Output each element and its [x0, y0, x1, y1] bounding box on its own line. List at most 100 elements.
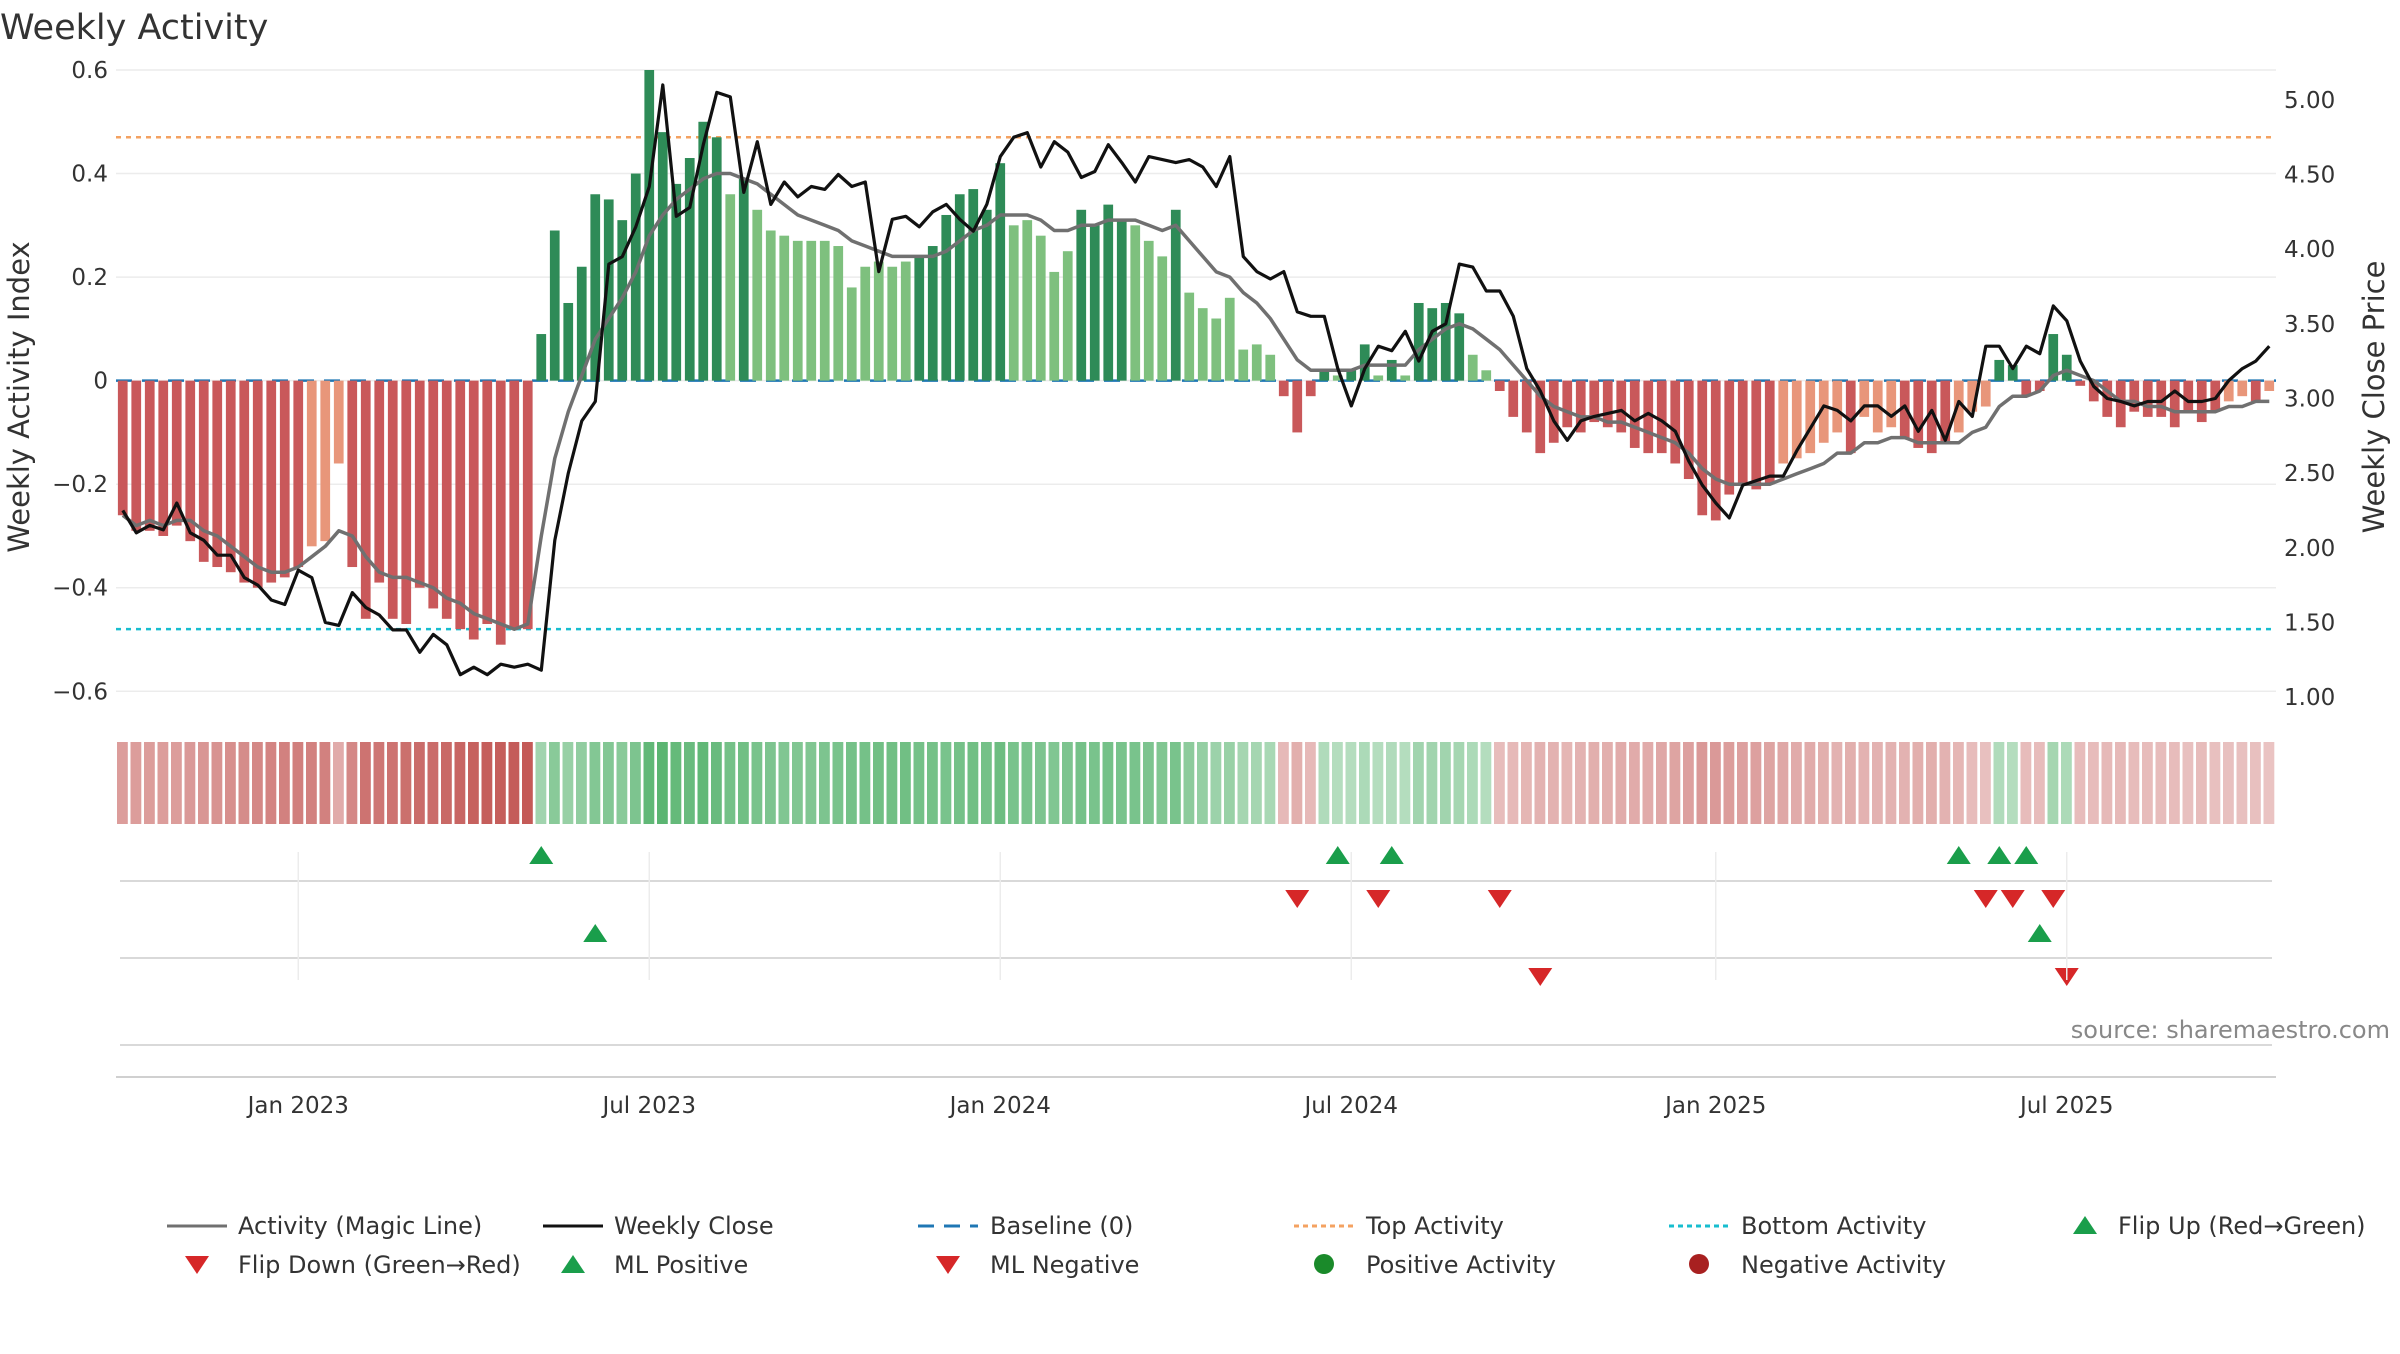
heat-strip-cell [333, 742, 344, 824]
heat-strip-cell [1089, 742, 1100, 824]
x-tick-label: Jan 2023 [246, 1093, 349, 1119]
activity-bar [900, 261, 911, 381]
heat-strip-cell [1642, 742, 1654, 824]
heat-strip-cell [1831, 742, 1843, 824]
heat-strip-cell [1278, 742, 1289, 824]
activity-bar [846, 287, 857, 381]
y-tick-right: 2.00 [2284, 536, 2335, 562]
heat-strip-cell [1453, 742, 1465, 824]
heat-strip-cell [238, 742, 250, 824]
activity-bar [522, 380, 533, 630]
activity-bar [657, 132, 668, 381]
heat-strip-cell [819, 742, 830, 824]
legend-label-negative-activity: Negative Activity [1741, 1251, 1946, 1279]
heat-strip-cell [886, 742, 898, 824]
heat-strip-cell [1399, 742, 1411, 824]
activity-bar [1562, 380, 1573, 428]
heat-strip-cell [414, 742, 425, 824]
heat-strip-cell [1993, 742, 2005, 824]
activity-bar [293, 380, 304, 568]
y-tick-right: 5.00 [2284, 88, 2335, 114]
heat-strip-cell [117, 742, 128, 824]
activity-bar [981, 209, 992, 381]
activity-bar [1386, 359, 1397, 381]
x-tick-label: Jan 2024 [948, 1093, 1051, 1119]
heat-strip-cell [1804, 742, 1816, 824]
heat-strip-cell [2007, 742, 2018, 824]
activity-bar [887, 266, 898, 381]
heat-strip-cell [738, 742, 749, 824]
activity-bar [1332, 375, 1343, 381]
activity-bar [968, 189, 979, 381]
activity-bar [671, 183, 682, 381]
legend-label-flip-down: Flip Down (Green→Red) [238, 1251, 521, 1279]
heat-strip-cell [427, 742, 439, 824]
activity-bar [590, 194, 601, 381]
heat-strip-cell [1696, 742, 1708, 824]
heat-strip-cell [441, 742, 452, 824]
heat-strip-cell [1737, 742, 1748, 824]
heat-strip-cell [1237, 742, 1249, 824]
series-lines [121, 83, 2271, 677]
activity-bar [468, 380, 479, 640]
heat-strip-cell [2209, 742, 2221, 824]
heat-strip-cell [1548, 742, 1559, 824]
heat-strip-cell [1507, 742, 1519, 824]
flip-down-marker [2041, 890, 2066, 908]
activity-bar [2169, 380, 2180, 428]
activity-bar [414, 380, 425, 588]
activity-bar [2034, 380, 2045, 391]
activity-bar [131, 380, 142, 531]
heat-strip-cell [2020, 742, 2032, 824]
heat-strip-cell [306, 742, 317, 824]
heat-strip-cell [400, 742, 412, 824]
heat-strip-cell [1156, 742, 1168, 824]
heat-strip-cell [1197, 742, 1208, 824]
activity-bar [1508, 380, 1519, 417]
activity-bar [1103, 204, 1114, 381]
legend-label-magic-line: Activity (Magic Line) [238, 1212, 482, 1240]
heat-strip-cell [1656, 742, 1667, 824]
heat-strip-cell [1359, 742, 1370, 824]
activity-bar [1197, 308, 1208, 381]
heat-strip-cell [1750, 742, 1762, 824]
activity-bar [752, 209, 763, 381]
activity-bar [2156, 380, 2167, 417]
legend-item-baseline: Baseline (0) [918, 1212, 1133, 1240]
activity-bar [1859, 380, 1870, 417]
activity-bar [725, 194, 736, 381]
activity-bar [2183, 380, 2194, 412]
heat-strip-cell [1305, 742, 1316, 824]
heat-strip-cell [1534, 742, 1546, 824]
heat-strip-cell [630, 742, 641, 824]
legend-marker-flip-up [2073, 1216, 2097, 1234]
legend-marker-positive-activity [1314, 1254, 1334, 1274]
y-tick-right: 1.00 [2284, 685, 2335, 711]
heat-strip-cell [859, 742, 871, 824]
activity-bar [765, 230, 776, 381]
activity-bar [603, 199, 614, 381]
heat-strip-cell [2088, 742, 2099, 824]
activity-bar [995, 163, 1006, 381]
heat-strip-cell [468, 742, 479, 824]
legend-label-top-activity: Top Activity [1365, 1212, 1504, 1240]
activity-bar [914, 256, 925, 381]
flip-up-marker [529, 846, 554, 864]
legend-item-flip-down: Flip Down (Green→Red) [185, 1251, 521, 1279]
heat-strip-cell [549, 742, 560, 824]
legend-label-ml-positive: ML Positive [614, 1251, 748, 1279]
x-tick-label: Jul 2025 [2018, 1093, 2114, 1119]
heat-strip-cell [1858, 742, 1870, 824]
activity-bar [1832, 380, 1843, 433]
activity-bar [1913, 380, 1924, 448]
heat-strip-cell [684, 742, 695, 824]
activity-bar [2237, 380, 2248, 397]
activity-bar [158, 380, 169, 536]
heat-strip-cell [1467, 742, 1478, 824]
activity-bar [1886, 380, 1897, 428]
heat-strip-cell [1629, 742, 1640, 824]
heat-strip-cell [508, 742, 520, 824]
y-tick-right: 4.00 [2284, 237, 2335, 263]
activity-bar [630, 173, 641, 381]
heat-strip-cell [1872, 742, 1883, 824]
